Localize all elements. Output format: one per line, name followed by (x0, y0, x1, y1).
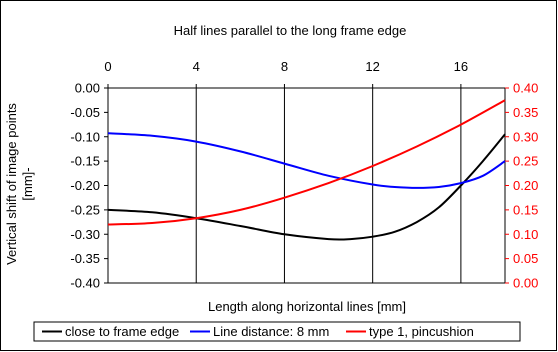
series-line-line-distance-8-mm (107, 132, 506, 189)
y-left-tick-label--0.20: -0.20 (70, 178, 100, 193)
legend-label-close-to-frame-edge: close to frame edge (65, 324, 179, 339)
y-left-tick-label-0.00: 0.00 (75, 81, 100, 96)
y-right-tick-label-0.30: 0.30 (513, 129, 538, 144)
x-tick-label-0: 0 (104, 59, 111, 74)
y-left-tick-label--0.15: -0.15 (70, 154, 100, 169)
legend-label-line-distance-8-mm: Line distance: 8 mm (213, 324, 329, 339)
legend: close to frame edge Line distance: 8 mm ty… (33, 321, 521, 342)
y-right-tick-label-0.15: 0.15 (513, 202, 538, 217)
plot-area: 0 4 8 12 16 0.00 -0.05 -0.10 -0.15 -0.20 -0.25 -0.3… (70, 59, 538, 291)
y-axis-title: Vertical shift of image points [mm]- (4, 103, 35, 265)
x-tick-label-8: 8 (281, 59, 288, 74)
y-right-tick-label-0.00: 0.00 (513, 276, 538, 291)
y-right-tick-label-0.25: 0.25 (513, 154, 538, 169)
x-tick-label-12: 12 (365, 59, 379, 74)
y-right-tick-label-0.05: 0.05 (513, 251, 538, 266)
x-tick-label-16: 16 (454, 59, 468, 74)
series-line-type-1-pincushion (107, 99, 506, 226)
y-left-tick-label--0.05: -0.05 (70, 105, 100, 120)
y-left-tick-label--0.40: -0.40 (70, 276, 100, 291)
chart-title: Half lines parallel to the long frame ed… (174, 23, 407, 38)
y-left-tick-label--0.35: -0.35 (70, 251, 100, 266)
y-right-tick-label-0.20: 0.20 (513, 178, 538, 193)
x-axis-title: Length along horizontal lines [mm] (208, 299, 406, 314)
y-axis-title-line-2: [mm]- (20, 167, 35, 200)
y-axis-title-line-1: Vertical shift of image points (4, 103, 19, 265)
series-line-close-to-frame-edge (107, 133, 506, 241)
y-left-tick-label--0.25: -0.25 (70, 202, 100, 217)
y-left-tick-label--0.10: -0.10 (70, 129, 100, 144)
legend-box (33, 321, 521, 342)
legend-label-type-1-pincushion: type 1, pincushion (369, 324, 474, 339)
y-right-tick-label-0.40: 0.40 (513, 81, 538, 96)
y-right-tick-label-0.10: 0.10 (513, 227, 538, 242)
y-left-tick-label--0.30: -0.30 (70, 227, 100, 242)
x-tick-label-4: 4 (193, 59, 200, 74)
y-right-tick-label-0.35: 0.35 (513, 105, 538, 120)
